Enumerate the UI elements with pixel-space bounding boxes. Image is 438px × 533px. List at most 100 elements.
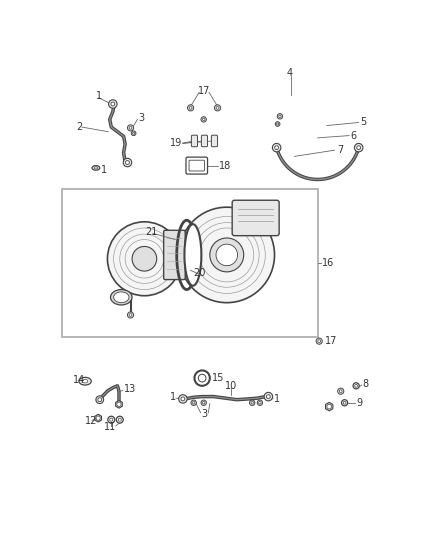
Polygon shape: [95, 414, 102, 422]
Circle shape: [127, 312, 134, 318]
Text: 1: 1: [96, 91, 102, 101]
Circle shape: [272, 143, 281, 152]
Circle shape: [189, 107, 192, 109]
Text: 6: 6: [351, 131, 357, 141]
Circle shape: [257, 400, 263, 406]
Text: 3: 3: [138, 113, 145, 123]
Text: 8: 8: [362, 378, 368, 389]
Circle shape: [194, 370, 210, 386]
Ellipse shape: [184, 224, 201, 286]
Ellipse shape: [79, 377, 91, 385]
Circle shape: [215, 105, 221, 111]
Circle shape: [202, 118, 205, 120]
Circle shape: [179, 394, 187, 403]
Circle shape: [132, 246, 157, 271]
Circle shape: [129, 126, 132, 130]
Circle shape: [98, 398, 102, 401]
Circle shape: [111, 102, 115, 106]
Circle shape: [316, 338, 322, 344]
Circle shape: [250, 400, 255, 406]
Circle shape: [96, 416, 100, 421]
Text: 12: 12: [85, 416, 98, 426]
Circle shape: [201, 117, 206, 122]
Circle shape: [276, 122, 280, 126]
FancyBboxPatch shape: [232, 200, 279, 236]
Circle shape: [251, 401, 254, 404]
FancyBboxPatch shape: [191, 135, 198, 147]
Circle shape: [266, 394, 270, 399]
Circle shape: [191, 400, 196, 406]
Circle shape: [123, 158, 132, 167]
Circle shape: [181, 397, 185, 401]
Circle shape: [126, 160, 129, 165]
Circle shape: [339, 390, 342, 393]
Ellipse shape: [117, 416, 123, 423]
Text: 3: 3: [201, 409, 208, 419]
Text: 19: 19: [170, 138, 182, 148]
Circle shape: [357, 146, 360, 150]
Text: 11: 11: [104, 422, 116, 432]
Text: 1: 1: [274, 394, 280, 404]
Circle shape: [216, 244, 237, 265]
Circle shape: [129, 313, 132, 317]
Circle shape: [216, 107, 219, 109]
Text: 13: 13: [124, 384, 136, 394]
Ellipse shape: [355, 384, 357, 387]
Ellipse shape: [92, 166, 100, 170]
Circle shape: [187, 105, 194, 111]
Polygon shape: [116, 400, 122, 408]
FancyBboxPatch shape: [164, 230, 185, 280]
Text: 16: 16: [322, 257, 335, 268]
Circle shape: [327, 405, 332, 409]
Circle shape: [275, 146, 279, 150]
Circle shape: [201, 400, 206, 406]
Polygon shape: [325, 402, 333, 411]
Circle shape: [117, 402, 121, 407]
Circle shape: [279, 115, 281, 118]
Bar: [62, 189, 318, 337]
Circle shape: [107, 222, 181, 296]
Text: 2: 2: [76, 122, 82, 132]
Circle shape: [210, 238, 244, 272]
Circle shape: [354, 143, 363, 152]
Circle shape: [192, 401, 195, 404]
Text: 14: 14: [73, 375, 85, 385]
Circle shape: [127, 125, 134, 131]
Circle shape: [179, 207, 275, 303]
Circle shape: [277, 114, 283, 119]
FancyBboxPatch shape: [189, 160, 205, 171]
Text: 21: 21: [145, 227, 158, 237]
Ellipse shape: [353, 383, 359, 389]
Circle shape: [318, 340, 321, 343]
Circle shape: [109, 100, 117, 108]
Circle shape: [133, 132, 134, 134]
Ellipse shape: [343, 401, 346, 404]
Text: 20: 20: [193, 269, 205, 278]
Text: 1: 1: [170, 392, 176, 402]
Text: 9: 9: [356, 398, 362, 408]
Ellipse shape: [342, 400, 348, 406]
Ellipse shape: [118, 418, 121, 421]
Text: 1: 1: [100, 165, 106, 175]
Circle shape: [338, 388, 344, 394]
FancyBboxPatch shape: [212, 135, 218, 147]
Circle shape: [202, 401, 205, 404]
Text: 18: 18: [219, 160, 231, 171]
Text: 17: 17: [325, 336, 337, 346]
FancyBboxPatch shape: [186, 157, 208, 174]
Circle shape: [198, 374, 206, 382]
Text: 7: 7: [337, 145, 343, 155]
Circle shape: [131, 131, 136, 135]
Circle shape: [259, 401, 261, 404]
Text: 15: 15: [212, 373, 225, 383]
Ellipse shape: [94, 167, 98, 169]
Ellipse shape: [82, 379, 88, 383]
FancyBboxPatch shape: [201, 135, 208, 147]
Text: 17: 17: [198, 86, 211, 96]
Circle shape: [96, 396, 103, 403]
Text: 10: 10: [225, 381, 237, 391]
Ellipse shape: [110, 289, 132, 305]
Ellipse shape: [108, 416, 115, 423]
Text: 4: 4: [286, 68, 292, 78]
Ellipse shape: [110, 418, 113, 421]
